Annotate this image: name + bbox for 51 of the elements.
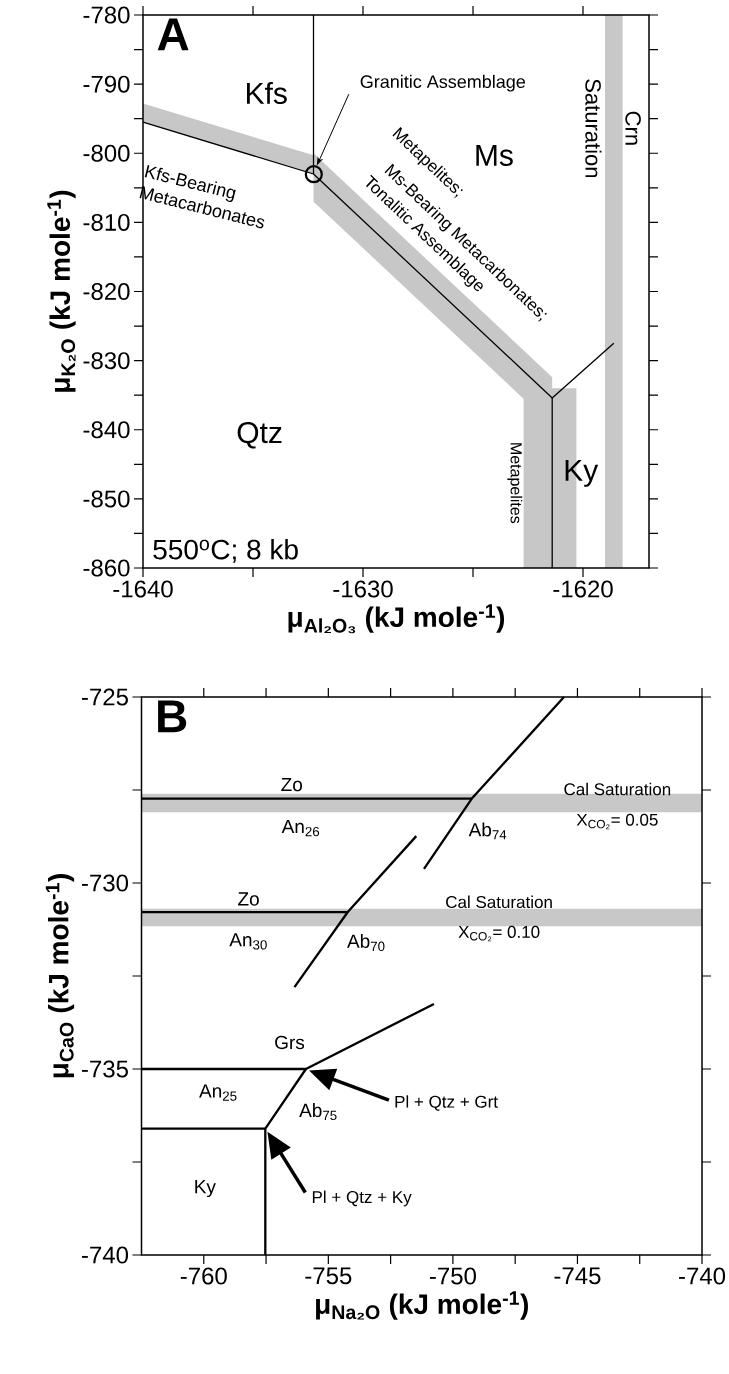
x-tick-label: -760: [180, 1267, 227, 1285]
y-tick-label: -820: [83, 283, 130, 300]
annotation: Ab$_{70}$: [347, 934, 385, 952]
annotation: Ab$_{75}$: [299, 1103, 337, 1121]
x-tick-label: -1620: [553, 580, 613, 598]
y-tick-label: -790: [83, 75, 130, 93]
y-tick-label: -850: [83, 490, 130, 508]
y-tick-label: -860: [83, 559, 130, 577]
y-axis-title: μ$_{K₂O}$ (kJ mole$^{-1}$): [47, 190, 76, 392]
y-tick-label: -810: [83, 213, 130, 231]
annotation: Grs: [275, 1035, 305, 1050]
x-tick-label: -1630: [333, 580, 393, 598]
y-tick-label: -735: [82, 1060, 128, 1078]
x-tick-label: -745: [554, 1267, 601, 1285]
annotation: Zo: [281, 777, 303, 792]
annotation: Ky: [195, 1180, 216, 1198]
annotation: X$_{CO₂}$= 0.10: [458, 925, 540, 942]
annotation: Ab$_{74}$: [468, 822, 507, 840]
annotation: Zo: [238, 892, 259, 906]
annotation: X$_{CO₂}$= 0.05: [576, 813, 658, 830]
annotation: Metapelites: [507, 443, 523, 524]
chart-title: A: [157, 18, 189, 51]
x-axis-title: μ$_{Na₂O}$ (kJ mole$^{-1}$): [316, 1291, 528, 1320]
annotation: Cal Saturation: [446, 895, 552, 909]
x-tick-label: -750: [429, 1267, 476, 1285]
annotation: An$_{25}$: [199, 1084, 237, 1101]
annotation: 550$^{o}$C; 8 kb: [153, 538, 298, 563]
annotation: An$_{30}$: [229, 933, 267, 950]
y-tick-label: -725: [82, 688, 128, 706]
annotation: Ms: [476, 145, 513, 166]
y-tick-label: -740: [82, 1246, 129, 1264]
x-tick-label: -740: [679, 1267, 726, 1285]
annotation: Qtz: [237, 421, 282, 449]
annotation: Ky: [565, 460, 599, 487]
annotation: Kfs: [247, 81, 287, 104]
y-tick-label: -780: [83, 6, 130, 24]
annotation: Granitic Assemblage: [360, 74, 526, 92]
annotation: An$_{26}$: [281, 819, 320, 837]
annotation: Cal Saturation: [564, 782, 671, 796]
annotation: Pl + Qtz + Grt: [395, 1095, 498, 1111]
chart-title: B: [158, 700, 187, 733]
y-tick-label: -830: [83, 352, 130, 370]
x-axis-title: μ$_{Al₂O₃}$ (kJ mole$^{-1}$): [288, 604, 505, 634]
x-tick-label: -1640: [113, 580, 173, 598]
y-tick-label: -840: [83, 421, 130, 439]
y-axis-title: μ$_{CaO}$ (kJ mole$^{-1}$): [45, 874, 75, 1078]
annotation: Pl + Qtz + Ky: [312, 1190, 412, 1207]
y-tick-label: -730: [82, 874, 129, 892]
x-tick-label: -755: [305, 1267, 352, 1285]
y-tick-label: -800: [83, 144, 130, 162]
annotation: Crn Saturation: [585, 79, 641, 178]
